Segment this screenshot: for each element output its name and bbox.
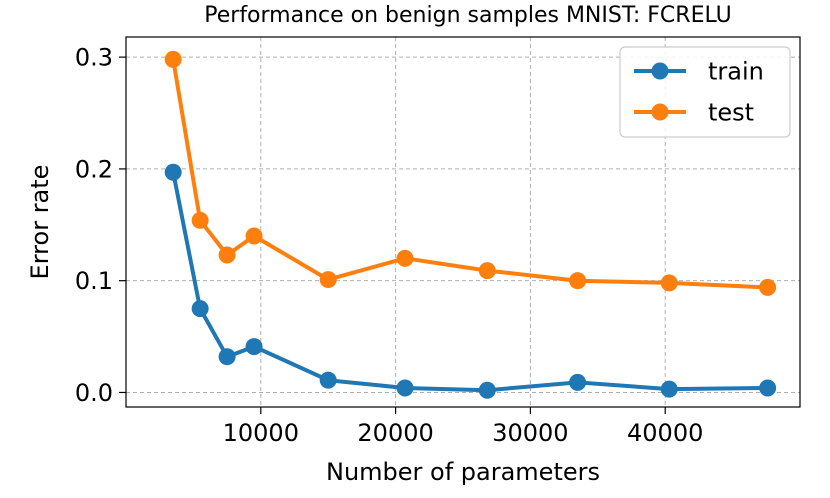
- data-point-train: [218, 348, 236, 366]
- data-point-test: [245, 227, 263, 245]
- y-tick-label: 0.3: [75, 44, 113, 72]
- legend-label-train: train: [708, 58, 764, 86]
- data-point-train: [660, 380, 678, 398]
- y-tick-label: 0.1: [75, 267, 113, 295]
- chart-title: Performance on benign samples MNIST: FCR…: [204, 3, 731, 28]
- legend-label-test: test: [708, 99, 754, 127]
- data-point-train: [759, 379, 777, 397]
- series-test: [164, 50, 777, 296]
- data-point-test: [218, 246, 236, 264]
- data-point-test: [759, 278, 777, 296]
- data-point-test: [164, 50, 182, 68]
- data-point-train: [569, 373, 587, 391]
- plot-frame: [125, 36, 801, 408]
- y-axis-label: Error rate: [26, 165, 54, 280]
- data-point-train: [319, 371, 337, 389]
- plot-series: [164, 50, 777, 399]
- data-point-test: [569, 272, 587, 290]
- x-tick-label: 30000: [492, 419, 568, 447]
- legend-swatch-marker-train: [651, 62, 669, 80]
- x-tick-label: 20000: [357, 419, 433, 447]
- series-train: [164, 163, 777, 399]
- x-axis-label: Number of parameters: [326, 458, 600, 486]
- data-point-test: [191, 211, 209, 229]
- data-point-train: [164, 163, 182, 181]
- data-point-train: [478, 381, 496, 399]
- x-tick-label: 10000: [223, 419, 299, 447]
- data-point-test: [319, 271, 337, 289]
- data-point-test: [660, 274, 678, 292]
- legend-swatch-marker-test: [651, 103, 669, 121]
- data-point-train: [245, 338, 263, 356]
- data-point-train: [396, 379, 414, 397]
- series-line-train: [171, 170, 770, 393]
- legend: train test: [619, 46, 791, 138]
- legend-frame: [619, 46, 791, 138]
- data-point-test: [478, 262, 496, 280]
- data-point-train: [191, 300, 209, 318]
- y-tick-label: 0.2: [75, 155, 113, 183]
- data-point-test: [396, 249, 414, 267]
- y-tick-label: 0.0: [75, 379, 113, 407]
- x-tick-label: 40000: [627, 419, 703, 447]
- series-line-test: [171, 57, 770, 290]
- axis-ticks: 10000 20000 30000 40000 0.0 0.1 0.2 0.3: [75, 44, 704, 447]
